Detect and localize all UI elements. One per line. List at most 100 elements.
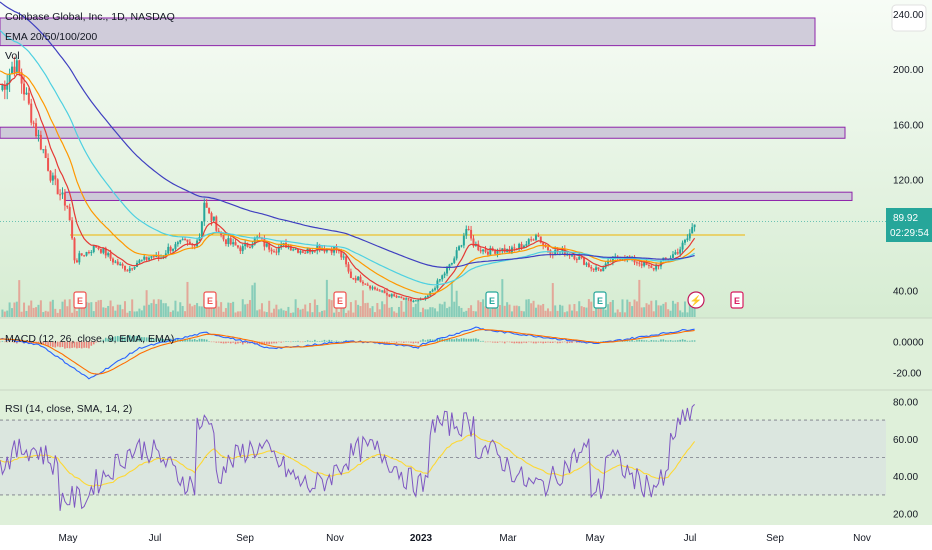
time-tick-label: Mar	[499, 533, 517, 544]
volume-bar	[592, 310, 595, 317]
volume-bar	[275, 304, 278, 317]
volume-bar	[321, 310, 324, 317]
macd-histogram-bar	[143, 337, 146, 342]
candle-body	[453, 258, 456, 263]
volume-bar	[97, 300, 100, 317]
volume-bar	[131, 299, 134, 317]
macd-histogram-bar	[1, 340, 4, 342]
volume-bar	[150, 303, 153, 317]
volume-bar	[364, 303, 367, 317]
volume-bar	[388, 307, 391, 317]
macd-histogram-bar	[482, 340, 484, 342]
macd-histogram-bar	[278, 341, 280, 343]
macd-histogram-bar	[321, 340, 323, 342]
macd-histogram-bar	[126, 336, 129, 342]
macd-histogram-bar	[287, 341, 290, 342]
candle-body	[455, 250, 458, 259]
macd-histogram-bar	[547, 341, 549, 343]
macd-histogram-bar	[693, 340, 696, 342]
macd-histogram-bar	[628, 340, 631, 342]
candle-body	[686, 238, 689, 240]
macd-histogram-bar	[515, 341, 518, 344]
candle-body	[448, 264, 451, 269]
volume-bar	[659, 305, 662, 317]
macd-histogram-bar	[501, 341, 504, 343]
candle-body	[407, 298, 410, 300]
last-price-tag	[886, 208, 932, 242]
earnings-events[interactable]: E E E E E ⚡ E	[73, 291, 744, 309]
macd-histogram-bar	[326, 340, 328, 342]
macd-histogram-bar	[13, 341, 16, 343]
candle-body	[643, 261, 646, 266]
volume-bar	[438, 303, 441, 317]
candle-body	[294, 248, 297, 250]
macd-histogram-bar	[398, 341, 400, 343]
candle-body	[467, 229, 470, 231]
macd-histogram-bar	[544, 341, 547, 344]
candle-body	[186, 239, 189, 242]
volume-bar	[241, 299, 244, 317]
chart-widget-button[interactable]	[891, 4, 927, 32]
macd-histogram-bar	[215, 341, 218, 343]
volume-bar	[472, 311, 475, 317]
volume-bar	[580, 306, 583, 317]
candle-body	[342, 256, 345, 258]
volume-bar	[157, 299, 160, 317]
candle-body	[450, 262, 453, 265]
volume-bar	[263, 311, 266, 317]
volume-bar	[460, 307, 463, 317]
macd-histogram-bar	[100, 340, 102, 342]
macd-histogram-bar	[275, 341, 278, 344]
volume-bar	[316, 305, 319, 317]
candle-body	[602, 267, 605, 272]
volume-bar	[73, 300, 76, 317]
macd-histogram-bar	[342, 340, 345, 342]
time-tick-label: Nov	[326, 533, 344, 544]
macd-histogram-bar	[422, 339, 424, 342]
candle-body	[63, 192, 66, 206]
macd-histogram-bar	[333, 341, 335, 342]
macd-histogram-bar	[114, 336, 117, 342]
candle-body	[412, 300, 415, 302]
macd-histogram-bar	[309, 340, 311, 342]
volume-bar	[229, 302, 232, 317]
candle-body	[357, 276, 360, 281]
candle-body	[73, 238, 76, 261]
macd-histogram-bar	[585, 341, 588, 344]
volume-bar	[44, 310, 47, 317]
volume-bar	[530, 303, 533, 317]
volume-bar	[556, 310, 559, 317]
candle-body	[248, 246, 251, 248]
candle-body	[691, 227, 694, 234]
volume-bar	[407, 299, 410, 317]
volume-bar	[251, 285, 254, 317]
volume-bar	[39, 300, 42, 317]
candle-body	[217, 230, 220, 233]
candle-body	[119, 263, 122, 265]
volume-bar	[301, 308, 304, 317]
volume-bar	[551, 283, 554, 317]
countdown-value: 02:29:54	[890, 228, 929, 239]
macd-histogram-bar	[402, 341, 405, 343]
price-tick-label: 240.00	[893, 10, 924, 21]
candle-body	[635, 262, 638, 264]
macd-histogram-bar	[167, 339, 170, 342]
volume-bar	[426, 309, 429, 317]
macd-histogram-bar	[556, 341, 559, 344]
volume-bar	[340, 303, 343, 317]
candle-body	[364, 283, 367, 285]
candle-body	[496, 250, 499, 254]
macd-histogram-bar	[494, 341, 496, 343]
volume-bar	[270, 312, 273, 317]
macd-histogram-bar	[83, 341, 85, 348]
macd-histogram-bar	[578, 341, 581, 343]
volume-bar	[443, 301, 446, 317]
volume-bar	[424, 309, 427, 317]
macd-histogram-bar	[234, 341, 237, 345]
macd-histogram-bar	[451, 339, 453, 342]
macd-histogram-bar	[203, 339, 206, 342]
macd-histogram-bar	[116, 335, 119, 342]
volume-bar	[467, 308, 470, 317]
macd-histogram-bar	[381, 341, 383, 343]
